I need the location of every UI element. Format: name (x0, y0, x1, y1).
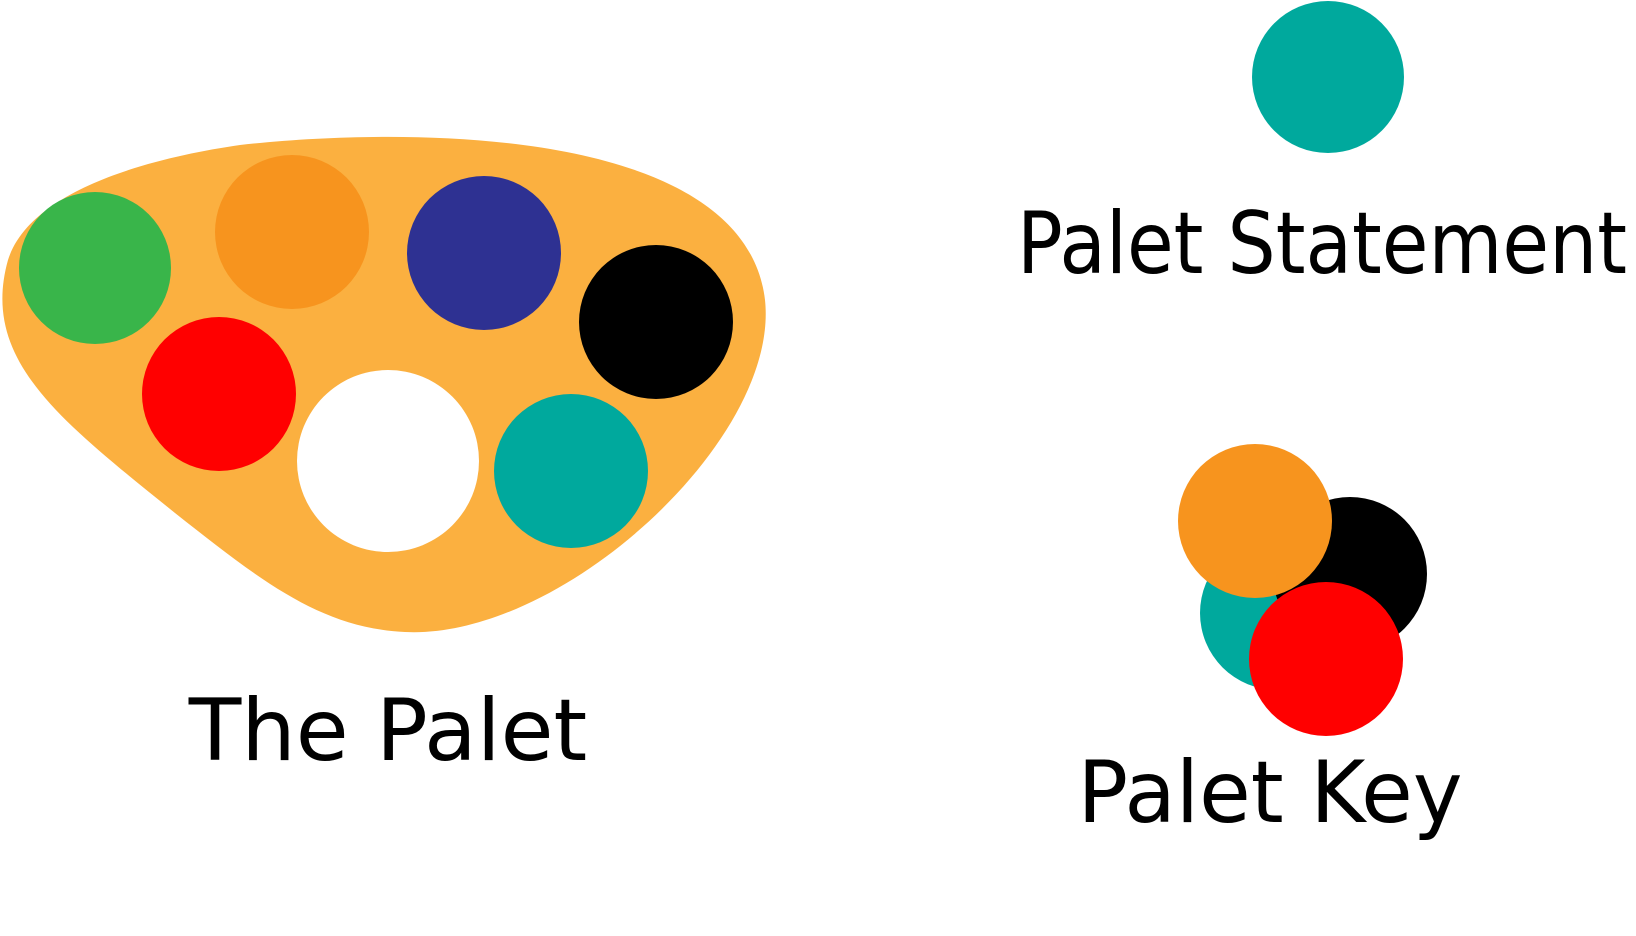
palette-well-orange (215, 155, 369, 309)
palette-well-white (297, 370, 479, 552)
key-group: Palet Key (1078, 444, 1463, 843)
key-circle-orange (1178, 444, 1332, 598)
palette-well-red (142, 317, 296, 471)
statement-group: Palet Statement (1017, 1, 1627, 294)
palette-well-indigo (407, 176, 561, 330)
palette-well-teal (494, 394, 648, 548)
key-circle-red (1249, 582, 1403, 736)
key-label: Palet Key (1078, 743, 1463, 843)
palette-label: The Palet (188, 681, 588, 781)
statement-label: Palet Statement (1017, 194, 1627, 294)
palette-well-green (19, 192, 171, 344)
palette-group: The Palet (2, 136, 766, 781)
palette-well-black (579, 245, 733, 399)
statement-circle (1252, 1, 1404, 153)
